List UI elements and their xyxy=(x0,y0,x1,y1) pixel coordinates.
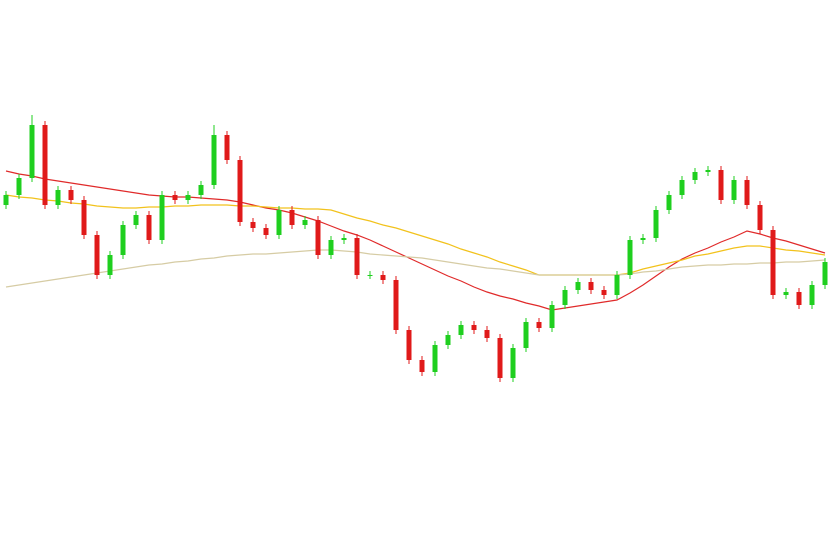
candle-body xyxy=(68,190,74,200)
candle-body xyxy=(289,210,295,225)
candle-body xyxy=(328,240,334,255)
candle-body xyxy=(497,338,503,378)
candle-body xyxy=(315,220,321,255)
candle-body xyxy=(198,185,204,195)
candle-body xyxy=(367,275,373,276)
candle-body xyxy=(653,210,659,238)
candle-body xyxy=(224,135,230,160)
candle-body xyxy=(809,285,815,305)
candle-body xyxy=(237,160,243,222)
candle-body xyxy=(640,238,646,240)
candle-body xyxy=(94,235,100,275)
candle-body xyxy=(107,255,113,275)
candle-body xyxy=(718,170,724,200)
candle-body xyxy=(471,325,477,330)
candle-body xyxy=(484,330,490,338)
candle-body xyxy=(211,135,217,185)
candle-body xyxy=(354,238,360,275)
candle-body xyxy=(185,195,191,200)
candle-body xyxy=(419,360,425,372)
candle-body xyxy=(796,292,802,305)
candle-body xyxy=(3,195,9,205)
candle-body xyxy=(627,240,633,275)
candle-body xyxy=(575,282,581,290)
candle-body xyxy=(822,262,828,285)
candle-body xyxy=(159,195,165,240)
candle-body xyxy=(614,275,620,295)
candle-body xyxy=(445,335,451,345)
candle-body xyxy=(770,230,776,295)
candle-body xyxy=(705,170,711,172)
candle-body xyxy=(29,125,35,178)
candle-body xyxy=(588,282,594,290)
candle-body xyxy=(172,195,178,200)
candle-body xyxy=(42,125,48,205)
candle-body xyxy=(601,290,607,295)
candle-body xyxy=(744,180,750,205)
candle-body xyxy=(692,172,698,180)
candle-body xyxy=(263,228,269,235)
candle-body xyxy=(731,180,737,200)
candle-body xyxy=(783,292,789,295)
candle-body xyxy=(666,195,672,210)
candle-body xyxy=(81,200,87,235)
candle-body xyxy=(458,325,464,335)
candle-body xyxy=(146,215,152,240)
candle-body xyxy=(562,290,568,305)
candle-body xyxy=(432,345,438,372)
moving-average xyxy=(5,170,826,311)
moving-average xyxy=(5,249,826,288)
candle-body xyxy=(757,205,763,230)
candle-body xyxy=(250,222,256,228)
candle-body xyxy=(276,210,282,235)
candle-body xyxy=(341,238,347,240)
candle-body xyxy=(133,215,139,225)
candle-body xyxy=(55,190,61,205)
candle-body xyxy=(302,220,308,225)
candle-body xyxy=(16,178,22,195)
moving-average xyxy=(5,194,826,276)
candle-body xyxy=(406,330,412,360)
candle-body xyxy=(510,348,516,378)
candle-body xyxy=(380,275,386,280)
candle-body xyxy=(523,322,529,348)
candle-body xyxy=(120,225,126,255)
candle-body xyxy=(549,305,555,328)
candle-body xyxy=(393,280,399,330)
candle-body xyxy=(679,180,685,195)
candle-body xyxy=(536,322,542,328)
